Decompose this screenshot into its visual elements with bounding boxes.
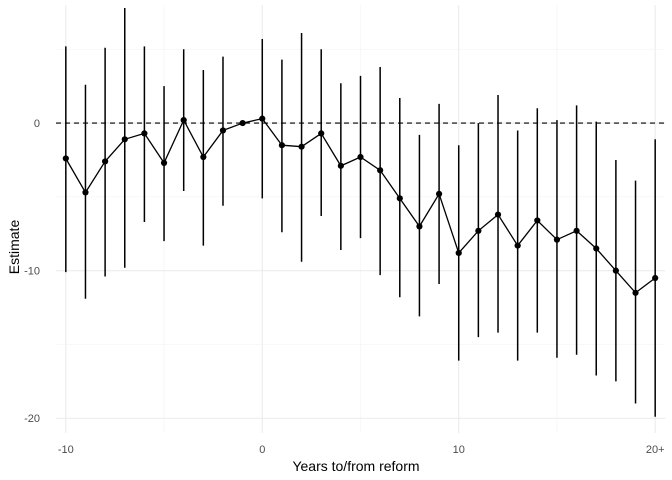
estimate-point <box>593 245 600 252</box>
x-tick-label: 20+ <box>646 444 665 456</box>
error-bars <box>65 7 656 417</box>
estimate-point <box>357 153 364 161</box>
estimate-point <box>416 223 423 230</box>
estimate-point <box>102 158 109 165</box>
x-axis-title: Years to/from reform <box>292 458 419 474</box>
estimate-point <box>612 267 619 274</box>
estimate-point <box>652 274 659 282</box>
y-axis-title: Estimate <box>6 220 22 275</box>
estimate-point <box>632 289 639 296</box>
estimate-point <box>494 211 502 218</box>
x-tick-label: -10 <box>58 444 74 456</box>
estimate-point <box>435 190 443 198</box>
estimate-point <box>377 167 384 174</box>
estimate-point <box>278 142 286 149</box>
estimate-point <box>573 227 580 234</box>
estimate-point <box>298 143 305 150</box>
y-tick-label: -20 <box>24 413 40 425</box>
estimate-point <box>553 236 561 243</box>
estimate-points <box>62 115 659 296</box>
estimate-point <box>534 217 541 224</box>
x-tick-label: 0 <box>259 444 265 456</box>
estimate-point <box>141 130 148 137</box>
estimate-point <box>337 162 344 169</box>
estimate-point <box>160 159 168 167</box>
estimate-point <box>82 189 89 196</box>
estimate-point <box>121 136 128 143</box>
y-tick-label: 0 <box>34 118 40 130</box>
estimate-point <box>259 115 266 122</box>
y-tick-label: -10 <box>24 266 40 278</box>
estimate-point <box>200 153 207 161</box>
estimate-point <box>514 242 521 249</box>
x-tick-label: 10 <box>453 444 465 456</box>
y-axis-tick-labels: -20 -10 0 <box>24 118 40 425</box>
estimate-point <box>180 117 187 124</box>
estimate-point <box>239 119 246 127</box>
estimate-point <box>219 127 227 134</box>
estimate-point <box>318 130 325 137</box>
estimate-point <box>396 195 403 202</box>
x-axis-tick-labels: -10 0 10 20+ <box>58 444 665 456</box>
estimate-point <box>455 249 462 257</box>
estimate-point <box>62 155 69 162</box>
estimate-point <box>475 227 482 234</box>
